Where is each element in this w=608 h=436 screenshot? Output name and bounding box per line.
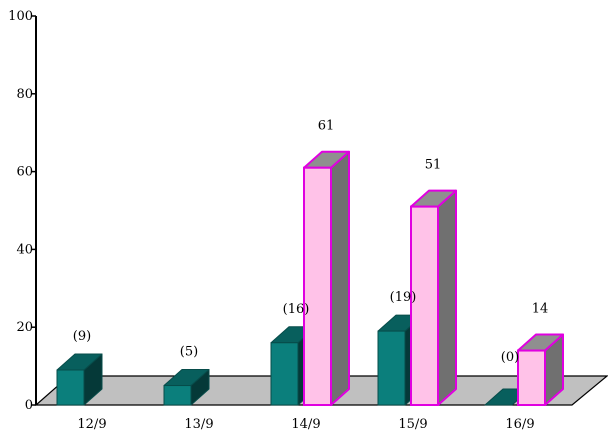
data-label: (16)	[283, 302, 310, 317]
bar-front	[377, 330, 406, 406]
y-tick-label: 60	[16, 165, 33, 180]
labels: (9) 12/9 (5) 13/9 (16) 61 14/9 (19) 51 15/9 (0) 14 1…	[73, 119, 548, 432]
bar-front	[517, 349, 546, 407]
data-label: (0)	[501, 350, 519, 365]
y-tick-label: 20	[16, 320, 33, 335]
bar	[410, 189, 457, 406]
y-tick-label: 100	[8, 9, 33, 24]
x-category-label: 14/9	[291, 417, 320, 432]
data-label: 14	[532, 302, 549, 317]
data-label: (5)	[180, 345, 198, 360]
data-label: (19)	[390, 290, 417, 305]
bar	[303, 150, 350, 406]
y-tick-label: 80	[16, 87, 33, 102]
x-category-label: 12/9	[77, 417, 106, 432]
bars	[56, 150, 564, 407]
x-category-label: 15/9	[398, 417, 427, 432]
bar-front	[163, 385, 192, 406]
bar-front	[56, 369, 85, 406]
bar-side	[330, 150, 350, 406]
bar-front	[410, 205, 439, 406]
bar	[517, 333, 564, 407]
data-label: (9)	[73, 329, 91, 344]
data-label: 51	[425, 158, 442, 173]
x-category-label: 16/9	[505, 417, 534, 432]
bar-front	[303, 166, 332, 406]
data-label: 61	[318, 119, 335, 134]
y-tick-label: 40	[16, 242, 33, 257]
bar	[163, 369, 210, 406]
bar-side	[437, 189, 457, 406]
bar-front	[270, 342, 299, 406]
x-category-label: 13/9	[184, 417, 213, 432]
bar	[56, 353, 103, 406]
y-axis: 0 20 40 60 80 100	[8, 9, 37, 413]
y-tick-label: 0	[25, 398, 33, 413]
